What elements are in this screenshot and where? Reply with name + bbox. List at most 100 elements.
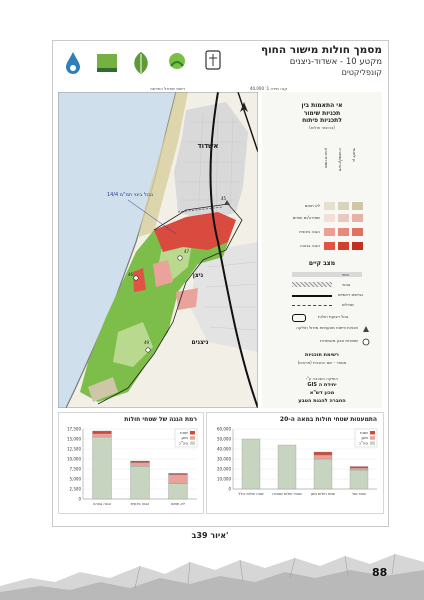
map-subtitle-conflicts: קונפליקטים bbox=[341, 68, 382, 77]
legend-symbol-2: שמורות טבע מאושרות bbox=[320, 338, 358, 343]
chart2-title: התמעטות שטחי חולות במאה ה-20 bbox=[279, 416, 377, 423]
chart1-title: רמת הגנה של שטחי חולות bbox=[124, 416, 197, 423]
svg-text:46: 46 bbox=[128, 272, 134, 277]
legend-swatch-2-3 bbox=[352, 214, 363, 222]
legend-col-2: פארק/שמורה bbox=[338, 148, 343, 172]
legend-boundary-swatch bbox=[292, 314, 306, 322]
legend-row-label-4: הגנה גבוהה bbox=[299, 243, 320, 248]
chart1-svg: 0 2,500 5,000 7,500 10,000 12,500 15,000 17,500… bbox=[67, 427, 198, 506]
category-label: שטח פנוי bbox=[352, 492, 366, 496]
legend-swatch-1-2 bbox=[338, 202, 349, 210]
high-protection-conflict bbox=[154, 212, 236, 252]
nitzan-label: ניצן bbox=[193, 272, 204, 279]
marker-46: 46 bbox=[128, 272, 139, 281]
logo-row bbox=[60, 48, 230, 82]
bar-segment bbox=[349, 467, 369, 471]
legend-heading-note: (בהיבטי חולות) bbox=[309, 124, 335, 130]
y-tick-label: 10,000 bbox=[217, 477, 231, 482]
bar-segment bbox=[349, 469, 369, 490]
category-label: הגנה בינונית bbox=[131, 502, 150, 506]
legend-swatch-3-3 bbox=[352, 228, 363, 236]
ministry-emblem-icon bbox=[205, 50, 221, 70]
trail bbox=[177, 206, 224, 213]
map-title: מסמך חולות מישור החוף bbox=[260, 44, 382, 56]
legend-heading: אי התאמות בין תכניות שימור לתכניות פיתוח… bbox=[262, 102, 382, 130]
bar-segment bbox=[168, 483, 188, 500]
category-label: שטח חולות כולל bbox=[238, 492, 264, 496]
legend-swatch-4-1 bbox=[324, 242, 335, 250]
legend-heading-2: תכניות שימור bbox=[303, 109, 341, 117]
sea-area bbox=[58, 92, 176, 408]
y-tick-label: 0 bbox=[228, 487, 231, 492]
y-tick-label: 0 bbox=[78, 497, 81, 502]
legend-swatch-3-1 bbox=[324, 228, 335, 236]
not-matching-area bbox=[88, 377, 118, 402]
mountain-footer bbox=[0, 553, 424, 600]
legend-existing-heading: מצב קיים bbox=[308, 260, 336, 267]
boundary-leader-line bbox=[127, 199, 177, 235]
bar-segment bbox=[349, 466, 369, 469]
title-block: מסמך חולות מישור החוף מקטע 10 - אשדוד-ני… bbox=[236, 44, 382, 88]
legend-existing-5: גבול רצועת חולות bbox=[318, 314, 349, 319]
legend-col-3: גן לאומי bbox=[352, 148, 357, 162]
chart-legend-swatch bbox=[370, 431, 375, 435]
chart-legend-label: סה"כ bbox=[179, 440, 189, 445]
y-tick-label: 30,000 bbox=[217, 457, 231, 462]
svg-text:47: 47 bbox=[184, 249, 190, 254]
legend-heading-3: לתכניות פיתוח bbox=[302, 117, 342, 124]
legend-military-swatch bbox=[292, 282, 332, 287]
category-label: הגנה גבוהה bbox=[93, 502, 112, 506]
legend-col-1: שמורת טבע bbox=[324, 148, 329, 169]
legend-swatch-4-2 bbox=[338, 242, 349, 250]
source-text: רשות ישראל החדשה bbox=[150, 86, 186, 91]
water-drop-logo-icon bbox=[66, 52, 80, 74]
conflict-map: אשדוד גבול בינוי תמ"מ 14/4 ניצן ניצנים 4… bbox=[58, 92, 258, 408]
chart-legend-swatch bbox=[190, 436, 195, 440]
legend-plans-text: מספר - שם התכנית (פרטים) bbox=[297, 360, 347, 365]
bar-segment bbox=[313, 458, 333, 490]
bar-segment bbox=[313, 451, 333, 456]
pink-conflict-area-2 bbox=[176, 288, 198, 310]
light-green-area-south bbox=[113, 322, 153, 367]
chart-protection-panel: רמת הגנה של שטחי חולות 0 2,500 5,000 7,500 1… bbox=[58, 412, 204, 514]
nitzanim-label: ניצנים bbox=[191, 339, 208, 346]
marker-47: 47 bbox=[177, 249, 190, 261]
bar-segment bbox=[130, 460, 150, 463]
credit-line-2: יחידת ה GIS bbox=[307, 382, 337, 388]
city-label: אשדוד bbox=[197, 142, 218, 150]
chart2-svg: 0 10,000 20,000 30,000 40,000 50,000 60,000 שטח… bbox=[217, 427, 378, 496]
triangle-symbol-icon bbox=[363, 326, 369, 332]
chart-legend-label: סה"כ bbox=[359, 440, 369, 445]
chart-legend-swatch bbox=[190, 441, 195, 445]
chart-legend-label: מוגן bbox=[361, 435, 368, 440]
legend-row-label-1: לא תואם bbox=[304, 203, 320, 208]
y-tick-label: 60,000 bbox=[217, 427, 231, 432]
y-tick-label: 17,500 bbox=[67, 427, 81, 432]
red-conflict-small bbox=[133, 268, 146, 292]
y-tick-label: 7,500 bbox=[70, 467, 82, 472]
bar-segment bbox=[130, 462, 150, 467]
y-tick-label: 15,000 bbox=[67, 437, 81, 442]
legend-built-swatch bbox=[292, 272, 362, 277]
page-number: 88 bbox=[372, 566, 388, 579]
y-tick-label: 40,000 bbox=[217, 447, 231, 452]
svg-text:45: 45 bbox=[221, 196, 227, 201]
category-label: שטחי חולות שנותרו bbox=[272, 492, 302, 496]
y-tick-label: 10,000 bbox=[67, 457, 81, 462]
legend-swatch-1-3 bbox=[352, 202, 363, 210]
leaf-logo-icon bbox=[134, 52, 148, 74]
chart-legend-label: שטח bbox=[180, 430, 188, 435]
legend-plans-heading: רשימת תוכניות bbox=[305, 352, 339, 358]
credit-line-3: מכון דש"א bbox=[309, 390, 335, 396]
legend-existing-2: צבאי bbox=[342, 282, 351, 287]
pink-conflict-area bbox=[153, 260, 173, 287]
marker-49: 49 bbox=[144, 340, 151, 353]
credit-line-1: הופקה השכבה ע"י bbox=[306, 376, 338, 381]
bar-segment bbox=[241, 438, 261, 490]
legend-swatch-3-2 bbox=[338, 228, 349, 236]
main-road bbox=[209, 92, 258, 408]
bar-segment bbox=[92, 433, 112, 438]
legend-swatch-1-1 bbox=[324, 202, 335, 210]
road-north bbox=[237, 92, 258, 153]
bar-segment bbox=[277, 444, 297, 490]
